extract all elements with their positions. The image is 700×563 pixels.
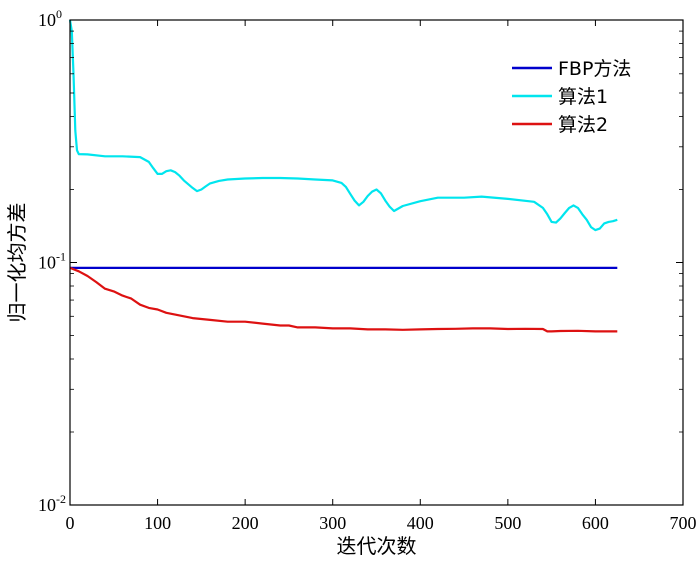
x-tick-label: 500 [494,513,521,533]
legend-label-3: 算法2 [558,114,608,136]
y-axis-label: 归一化均方差 [5,203,29,323]
y-tick-label: 100 [38,7,62,30]
x-tick-label: 300 [319,513,346,533]
x-tick-label: 200 [232,513,259,533]
x-tick-label: 400 [407,513,434,533]
series-layer [68,19,618,333]
legend-label-1: FBP方法 [558,58,631,80]
ticks-layer: 0 100 200 300 400 500 600 700 100 10-1 10-2 [38,7,697,533]
legend-label-2: 算法1 [558,86,608,108]
x-tick-label: 700 [670,513,697,533]
y-tick-label: 10-2 [38,492,66,515]
x-tick-label: 0 [66,513,75,533]
series-line-2 [68,19,618,232]
x-tick-label: 100 [144,513,171,533]
x-tick-label: 600 [582,513,609,533]
x-axis-label: 迭代次数 [337,534,417,558]
y-tick-label: 10-1 [38,250,66,273]
series-line-3 [69,266,618,333]
